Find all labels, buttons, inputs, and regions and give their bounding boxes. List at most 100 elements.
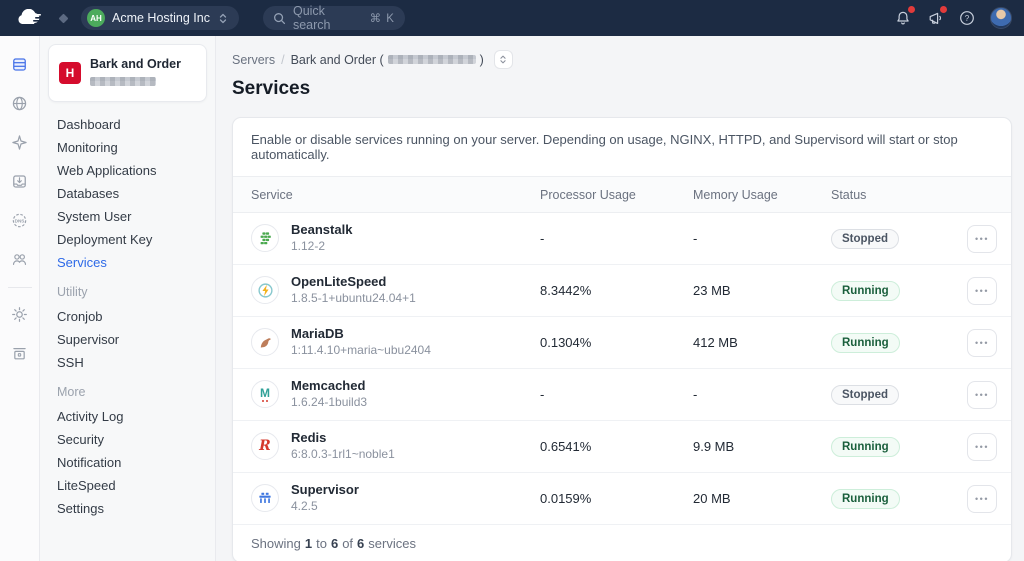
row-actions-button[interactable]: ••• xyxy=(967,277,997,305)
redis-icon: R xyxy=(251,432,279,460)
sidebar-item-activity-log[interactable]: Activity Log xyxy=(48,404,207,427)
breadcrumb-ip-redacted xyxy=(388,55,476,64)
server-ip-redacted xyxy=(90,77,156,86)
settings-gear-icon[interactable] xyxy=(6,300,34,328)
search-icon xyxy=(273,12,286,25)
sidebar-item-dashboard[interactable]: Dashboard xyxy=(48,112,207,135)
table-row: OpenLiteSpeed 1.8.5-1+ubuntu24.04+1 8.34… xyxy=(233,265,1011,317)
beanstalk-icon xyxy=(251,224,279,252)
announcement-badge-dot xyxy=(940,6,947,13)
help-icon[interactable]: ? xyxy=(958,9,976,27)
memcached-icon: M xyxy=(251,380,279,408)
cpu-value: 0.6541% xyxy=(540,439,693,454)
sidebar: H Bark and Order Dashboard Monitoring We… xyxy=(40,36,216,561)
server-switcher-button[interactable] xyxy=(494,50,513,69)
status-badge: Stopped xyxy=(831,229,899,249)
dns-icon[interactable]: DNS xyxy=(6,206,34,234)
col-processor-usage: Processor Usage xyxy=(540,188,693,202)
user-avatar[interactable] xyxy=(990,7,1012,29)
cpu-value: - xyxy=(540,387,693,402)
sidebar-item-litespeed[interactable]: LiteSpeed xyxy=(48,473,207,496)
sidebar-item-notification[interactable]: Notification xyxy=(48,450,207,473)
breadcrumb-current[interactable]: Bark and Order ( ) xyxy=(291,53,484,67)
table-header: Service Processor Usage Memory Usage Sta… xyxy=(233,177,1011,213)
archive-icon[interactable] xyxy=(6,339,34,367)
col-memory-usage: Memory Usage xyxy=(693,188,831,202)
main-content: Servers / Bark and Order ( ) Services En… xyxy=(216,36,1024,561)
runcloud-logo-icon[interactable] xyxy=(12,8,46,28)
sidebar-item-supervisor[interactable]: Supervisor xyxy=(48,327,207,350)
service-version: 1.12-2 xyxy=(291,239,352,255)
backup-inbox-icon[interactable] xyxy=(6,167,34,195)
sidebar-item-settings[interactable]: Settings xyxy=(48,496,207,519)
svg-text:DNS: DNS xyxy=(15,218,25,223)
row-actions-button[interactable]: ••• xyxy=(967,433,997,461)
memory-value: - xyxy=(693,231,831,246)
sidebar-item-deployment-key[interactable]: Deployment Key xyxy=(48,227,207,250)
cpu-value: 8.3442% xyxy=(540,283,693,298)
notifications-bell-icon[interactable] xyxy=(894,9,912,27)
service-version: 1:11.4.10+maria~ubu2404 xyxy=(291,343,431,359)
services-info-text: Enable or disable services running on yo… xyxy=(233,118,1011,177)
sidebar-item-web-applications[interactable]: Web Applications xyxy=(48,158,207,181)
sidebar-item-databases[interactable]: Databases xyxy=(48,181,207,204)
table-footer: Showing 1 to 6 of 6 services xyxy=(233,525,1011,561)
sparkle-icon[interactable] xyxy=(6,128,34,156)
footer-total: 6 xyxy=(357,536,364,551)
footer-to: 6 xyxy=(331,536,338,551)
svg-text:?: ? xyxy=(965,14,970,23)
service-name: Memcached xyxy=(291,378,367,395)
sidebar-item-monitoring[interactable]: Monitoring xyxy=(48,135,207,158)
chevron-updown-icon xyxy=(217,12,229,25)
web-globe-icon[interactable] xyxy=(6,89,34,117)
mariadb-icon xyxy=(251,328,279,356)
openlitespeed-icon xyxy=(251,276,279,304)
sidebar-item-system-user[interactable]: System User xyxy=(48,204,207,227)
sidebar-item-services[interactable]: Services xyxy=(48,250,207,273)
col-status: Status xyxy=(831,188,961,202)
cpu-value: 0.1304% xyxy=(540,335,693,350)
col-service: Service xyxy=(251,188,540,202)
breadcrumb-servers-link[interactable]: Servers xyxy=(232,53,275,67)
breadcrumb-current-text: Bark and Order ( xyxy=(291,53,384,67)
sidebar-section-more: More xyxy=(48,380,207,404)
row-actions-button[interactable]: ••• xyxy=(967,485,997,513)
service-name: Supervisor xyxy=(291,482,359,499)
org-avatar: AH xyxy=(87,9,105,27)
service-name: Redis xyxy=(291,430,395,447)
status-badge: Running xyxy=(831,489,900,509)
breadcrumb-separator: / xyxy=(281,53,284,67)
status-badge: Running xyxy=(831,437,900,457)
table-row: Supervisor 4.2.5 0.0159% 20 MB Running •… xyxy=(233,473,1011,525)
footer-text: Showing xyxy=(251,536,301,551)
supervisor-icon xyxy=(251,484,279,512)
search-placeholder: Quick search xyxy=(293,4,363,32)
service-version: 6:8.0.3-1rl1~noble1 xyxy=(291,447,395,463)
breadcrumb: Servers / Bark and Order ( ) xyxy=(232,50,1012,69)
announcements-megaphone-icon[interactable] xyxy=(926,9,944,27)
footer-text: to xyxy=(316,536,327,551)
cpu-value: - xyxy=(540,231,693,246)
sidebar-section-utility: Utility xyxy=(48,280,207,304)
row-actions-button[interactable]: ••• xyxy=(967,329,997,357)
table-row: R Redis 6:8.0.3-1rl1~noble1 0.6541% 9.9 … xyxy=(233,421,1011,473)
row-actions-button[interactable]: ••• xyxy=(967,225,997,253)
search-input[interactable]: Quick search ⌘ K xyxy=(263,6,405,30)
icon-rail: DNS xyxy=(0,36,40,561)
sidebar-nav: Dashboard Monitoring Web Applications Da… xyxy=(48,112,207,519)
sidebar-item-cronjob[interactable]: Cronjob xyxy=(48,304,207,327)
chevron-updown-icon xyxy=(498,54,508,65)
table-row: Beanstalk 1.12-2 - - Stopped ••• xyxy=(233,213,1011,265)
footer-from: 1 xyxy=(305,536,312,551)
sidebar-item-ssh[interactable]: SSH xyxy=(48,350,207,373)
team-icon[interactable] xyxy=(6,245,34,273)
service-version: 1.8.5-1+ubuntu24.04+1 xyxy=(291,291,416,307)
service-name: MariaDB xyxy=(291,326,431,343)
row-actions-button[interactable]: ••• xyxy=(967,381,997,409)
servers-icon[interactable] xyxy=(6,50,34,78)
service-version: 1.6.24-1build3 xyxy=(291,395,367,411)
server-card[interactable]: H Bark and Order xyxy=(48,44,207,102)
service-version: 4.2.5 xyxy=(291,499,359,515)
org-switcher[interactable]: AH Acme Hosting Inc xyxy=(81,6,239,30)
sidebar-item-security[interactable]: Security xyxy=(48,427,207,450)
